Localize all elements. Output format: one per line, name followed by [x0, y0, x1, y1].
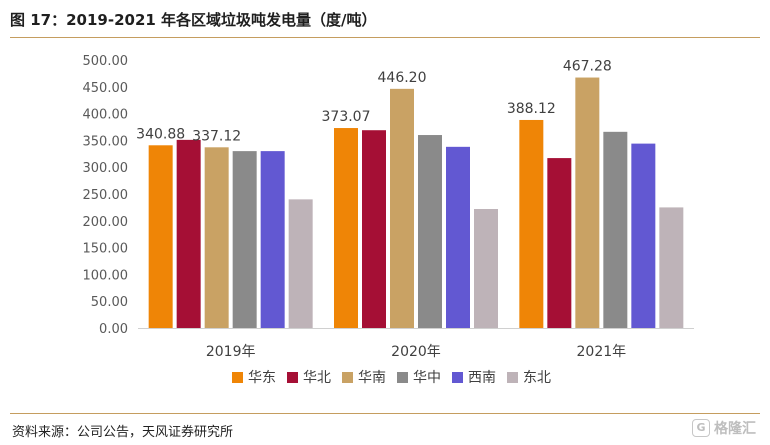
bar — [631, 143, 656, 328]
source-note: 资料来源：公司公告，天风证券研究所 — [12, 425, 234, 440]
x-tick-label: 2020年 — [391, 344, 441, 360]
y-tick-label: 450.00 — [83, 81, 129, 96]
data-label: 337.12 — [192, 128, 241, 144]
bar — [547, 158, 572, 328]
y-tick-label: 0.00 — [99, 322, 128, 337]
y-tick-label: 500.00 — [83, 54, 129, 69]
legend-swatch — [287, 372, 298, 383]
bar — [176, 139, 201, 328]
bar — [446, 146, 470, 328]
legend-label: 华南 — [358, 370, 386, 386]
bar — [603, 131, 628, 328]
data-label: 373.07 — [322, 109, 371, 125]
watermark: G 格隆汇 — [692, 418, 756, 438]
bar — [148, 145, 173, 328]
y-tick-label: 200.00 — [83, 215, 129, 230]
legend-swatch — [397, 372, 408, 383]
legend-label: 东北 — [523, 370, 551, 386]
legend-swatch — [342, 372, 353, 383]
legend-label: 西南 — [468, 370, 496, 386]
y-tick-label: 350.00 — [83, 134, 129, 149]
figure-title: 图 17：2019-2021 年各区域垃圾吨发电量（度/吨） — [10, 11, 377, 29]
legend-swatch — [232, 372, 243, 383]
bar — [390, 88, 414, 329]
bar — [575, 77, 600, 328]
title-rule — [10, 37, 760, 38]
data-label: 388.12 — [507, 101, 556, 117]
data-label: 446.20 — [378, 70, 427, 86]
y-tick-label: 250.00 — [83, 188, 129, 203]
footer-rule — [10, 413, 760, 414]
bar — [260, 151, 285, 328]
y-tick-label: 50.00 — [91, 295, 128, 310]
legend-swatch — [507, 372, 518, 383]
bar — [204, 147, 229, 328]
data-label: 467.28 — [563, 59, 612, 75]
bar — [418, 135, 442, 328]
y-tick-label: 400.00 — [83, 108, 129, 123]
x-tick-label: 2021年 — [577, 344, 627, 360]
legend-label: 华北 — [303, 370, 331, 386]
bar — [659, 207, 684, 328]
watermark-text: 格隆汇 — [714, 421, 756, 437]
bar — [232, 151, 257, 328]
y-tick-label: 100.00 — [83, 268, 129, 283]
data-label: 340.88 — [136, 126, 185, 142]
bar — [474, 209, 498, 328]
bar-chart: 0.00 50.00 100.00 150.00 200.00 250.00 300.00 3… — [83, 54, 694, 386]
y-tick-label: 300.00 — [83, 161, 129, 176]
legend-label: 华东 — [248, 370, 276, 386]
x-tick-label: 2019年 — [206, 344, 256, 360]
bar — [519, 119, 544, 328]
bar — [334, 128, 358, 328]
watermark-logo-icon: G — [692, 419, 710, 437]
bar — [288, 199, 313, 328]
y-tick-label: 150.00 — [83, 242, 129, 257]
legend-label: 华中 — [413, 370, 441, 386]
legend-swatch — [452, 372, 463, 383]
bar — [362, 130, 386, 328]
